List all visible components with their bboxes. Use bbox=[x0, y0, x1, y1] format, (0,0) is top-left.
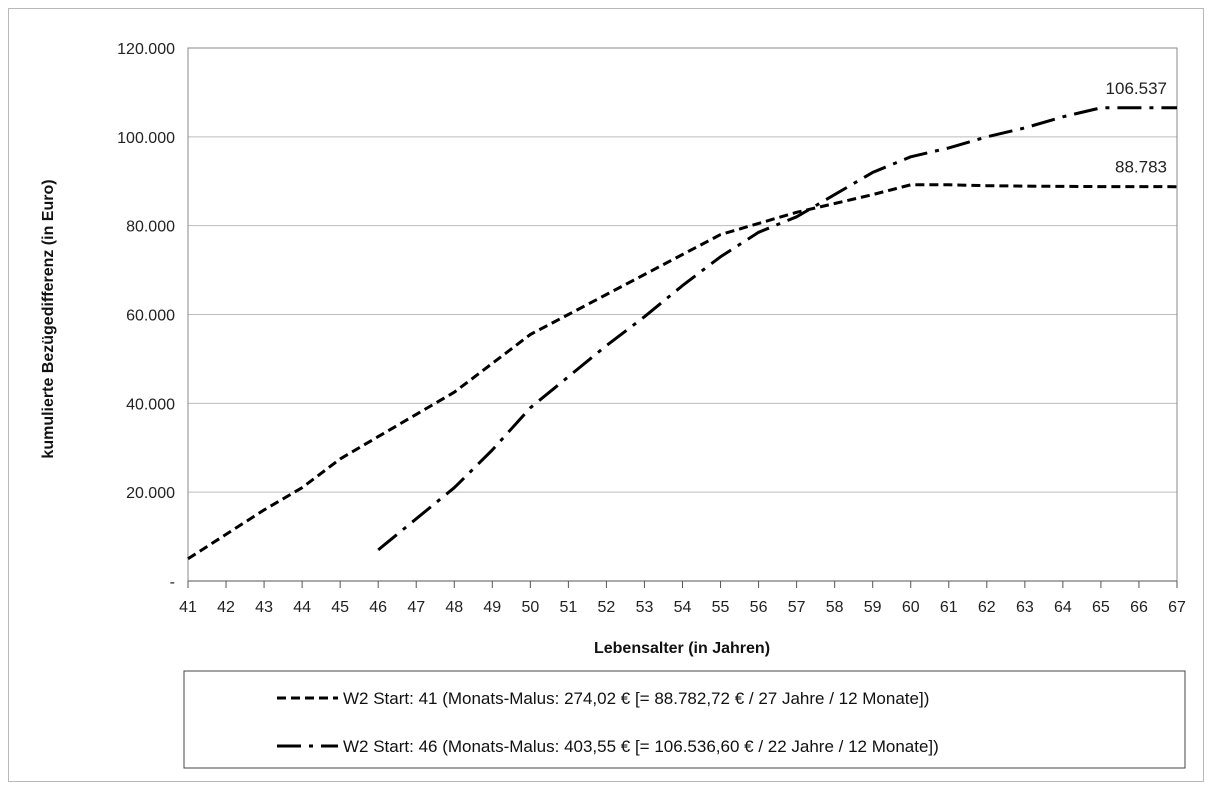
x-tick-label-22: 63 bbox=[1016, 599, 1034, 616]
x-tick-label-15: 56 bbox=[750, 599, 768, 616]
x-tick-label-26: 67 bbox=[1168, 599, 1186, 616]
data-label-series-0: 88.783 bbox=[1115, 158, 1167, 177]
x-tick-label-11: 52 bbox=[598, 599, 616, 616]
x-tick-label-25: 66 bbox=[1130, 599, 1148, 616]
y-tick-label-6: 120.000 bbox=[117, 41, 175, 58]
x-tick-label-24: 65 bbox=[1092, 599, 1110, 616]
x-tick-label-2: 43 bbox=[255, 599, 273, 616]
x-tick-label-9: 50 bbox=[521, 599, 539, 616]
x-tick-label-7: 48 bbox=[445, 599, 463, 616]
x-tick-label-3: 44 bbox=[293, 599, 311, 616]
legend-box bbox=[183, 670, 1186, 769]
x-tick-label-1: 42 bbox=[217, 599, 235, 616]
x-tick-label-20: 61 bbox=[940, 599, 958, 616]
data-label-series-1: 106.537 bbox=[1106, 79, 1167, 98]
series-line-1 bbox=[377, 106, 1177, 552]
x-tick-label-8: 49 bbox=[483, 599, 501, 616]
y-tick-label-0: - bbox=[170, 574, 175, 591]
legend: W2 Start: 41 (Monats-Malus: 274,02 € [= … bbox=[183, 670, 1186, 769]
x-tick-label-17: 58 bbox=[826, 599, 844, 616]
x-tick-label-0: 41 bbox=[179, 599, 197, 616]
series-lines bbox=[187, 106, 1178, 561]
x-tick-label-5: 46 bbox=[369, 599, 387, 616]
axes: - 20.000 40.000 60.000 80.000 100.000 120.000 4… bbox=[117, 41, 1186, 616]
x-tick-label-21: 62 bbox=[978, 599, 996, 616]
x-tick-label-10: 51 bbox=[559, 599, 577, 616]
legend-label-1: W2 Start: 46 (Monats-Malus: 403,55 € [= … bbox=[343, 737, 939, 756]
line-chart: - 20.000 40.000 60.000 80.000 100.000 120.000 4… bbox=[40, 41, 1186, 769]
x-tick-label-6: 47 bbox=[407, 599, 425, 616]
x-tick-label-19: 60 bbox=[902, 599, 920, 616]
gridlines bbox=[188, 47, 1177, 493]
y-tick-label-4: 80.000 bbox=[126, 219, 175, 236]
x-tick-label-13: 54 bbox=[674, 599, 692, 616]
x-axis-title: Lebensalter (in Jahren) bbox=[594, 640, 770, 657]
data-labels: 88.783 106.537 bbox=[1106, 79, 1167, 177]
y-axis-title: kumulierte Bezügedifferenz (in Euro) bbox=[40, 179, 57, 458]
legend-label-0: W2 Start: 41 (Monats-Malus: 274,02 € [= … bbox=[343, 689, 929, 708]
y-tick-label-3: 60.000 bbox=[126, 308, 175, 325]
x-tick-label-4: 45 bbox=[331, 599, 349, 616]
series-line-0 bbox=[187, 183, 1178, 561]
chart-frame: - 20.000 40.000 60.000 80.000 100.000 120.000 4… bbox=[8, 8, 1204, 782]
x-tick-label-14: 55 bbox=[712, 599, 730, 616]
y-tick-label-5: 100.000 bbox=[117, 130, 175, 147]
y-tick-label-2: 40.000 bbox=[126, 396, 175, 413]
x-tick-label-12: 53 bbox=[636, 599, 654, 616]
y-tick-label-1: 20.000 bbox=[126, 485, 175, 502]
x-tick-label-18: 59 bbox=[864, 599, 882, 616]
x-tick-label-23: 64 bbox=[1054, 599, 1072, 616]
x-tick-label-16: 57 bbox=[788, 599, 806, 616]
